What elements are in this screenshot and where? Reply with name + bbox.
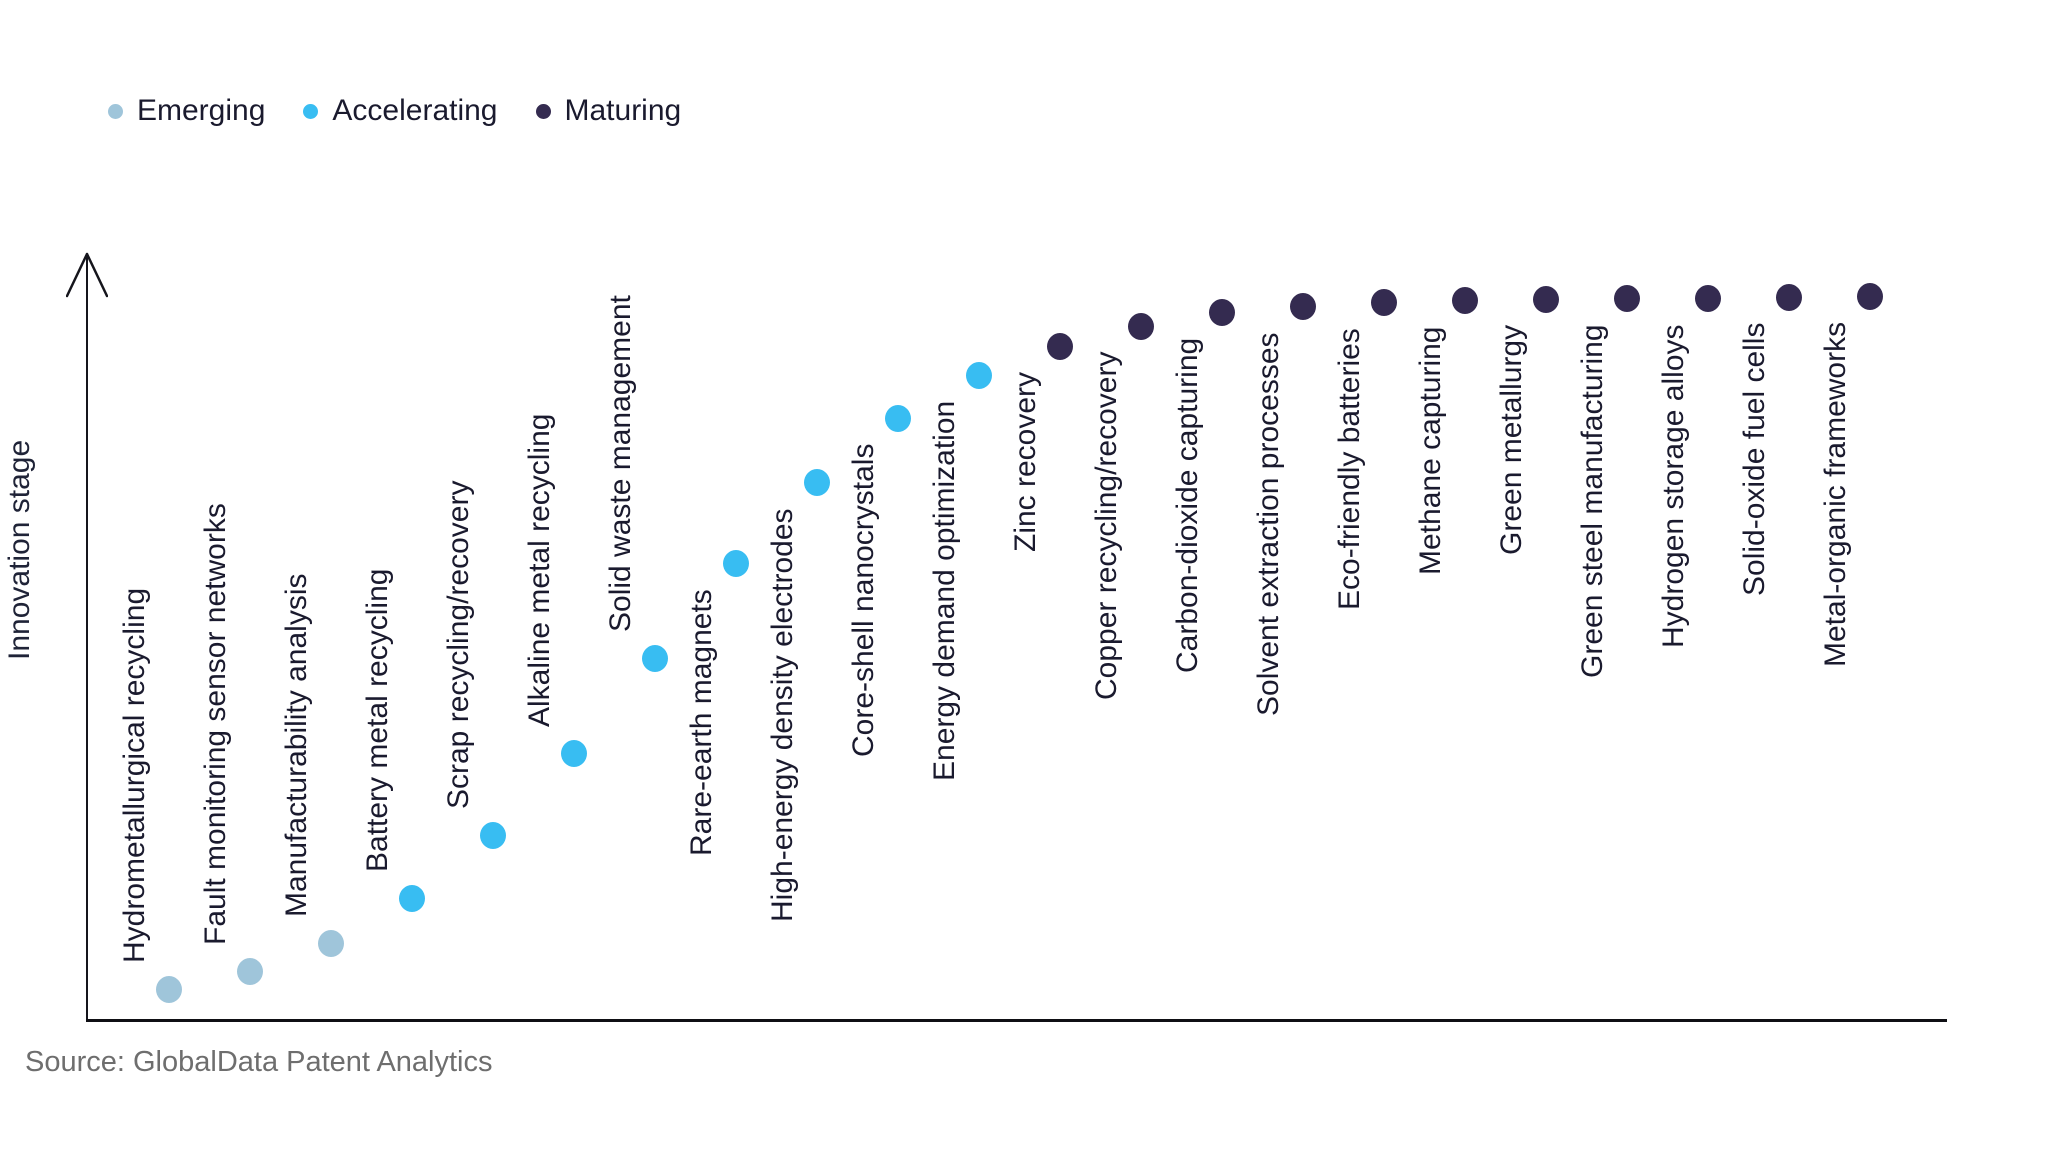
data-point (966, 362, 992, 389)
data-point-label: Hydrometallurgical recycling (118, 587, 151, 963)
data-point (1047, 333, 1073, 360)
y-axis-arrow-icon (66, 252, 108, 298)
data-point (1614, 285, 1640, 312)
legend-item-accelerating: Accelerating (303, 94, 498, 128)
data-point (237, 958, 263, 985)
y-axis-title: Innovation stage (3, 439, 36, 660)
data-point-label: Copper recycling/recovery (1090, 351, 1123, 700)
data-point-label: Hydrogen storage alloys (1657, 324, 1690, 648)
data-point (1128, 313, 1154, 340)
data-point (1452, 287, 1478, 314)
data-point-label: Manufacturability analysis (280, 573, 313, 918)
data-point-label: Green metallurgy (1495, 324, 1528, 555)
data-point-label: Solid waste management (604, 295, 637, 632)
data-point-label: Solid-oxide fuel cells (1738, 322, 1771, 596)
legend-item-emerging: Emerging (108, 94, 265, 128)
data-point-label: High-energy density electrodes (766, 508, 799, 922)
data-point-label: Carbon-dioxide capturing (1171, 337, 1204, 673)
data-point-label: Green steel manufacturing (1576, 324, 1609, 678)
data-point-label: Metal-organic frameworks (1819, 321, 1852, 667)
data-point-label: Methane capturing (1414, 326, 1447, 576)
data-point (1533, 286, 1559, 313)
legend-label-emerging: Emerging (137, 94, 266, 127)
data-point (723, 550, 749, 577)
data-point-label: Solvent extraction processes (1252, 332, 1285, 716)
data-point (1371, 289, 1397, 316)
data-point-label: Alkaline metal recycling (523, 413, 556, 727)
data-point (480, 822, 506, 849)
legend-label-accelerating: Accelerating (332, 94, 498, 127)
data-point-label: Fault monitoring sensor networks (199, 503, 232, 945)
data-point (642, 645, 668, 672)
legend-label-maturing: Maturing (564, 94, 682, 127)
data-point (804, 469, 830, 496)
data-point-label: Zinc recovery (1009, 371, 1042, 552)
data-point-label: Battery metal recycling (361, 568, 394, 872)
data-point-label: Eco-friendly batteries (1333, 328, 1366, 610)
data-point-label: Energy demand optimization (928, 400, 961, 781)
y-axis-line (86, 254, 88, 1021)
data-point (1209, 299, 1235, 326)
accelerating-dot-icon (303, 103, 319, 119)
data-point (561, 740, 587, 767)
legend-item-maturing: Maturing (535, 94, 682, 128)
data-point (1857, 283, 1883, 310)
data-point-label: Core-shell nanocrystals (847, 443, 880, 757)
data-point (1290, 293, 1316, 320)
data-point-label: Scrap recycling/recovery (442, 480, 475, 809)
data-point-label: Rare-earth magnets (685, 589, 718, 856)
data-point (1776, 284, 1802, 311)
data-point (1695, 285, 1721, 312)
x-axis-line (86, 1019, 1947, 1022)
data-point (318, 930, 344, 957)
data-point (885, 405, 911, 432)
data-point (156, 976, 182, 1003)
source-note: Source: GlobalData Patent Analytics (25, 1046, 493, 1078)
data-point (399, 885, 425, 912)
maturing-dot-icon (535, 103, 551, 119)
emerging-dot-icon (108, 103, 123, 119)
legend: Emerging Accelerating Maturing (108, 94, 681, 128)
